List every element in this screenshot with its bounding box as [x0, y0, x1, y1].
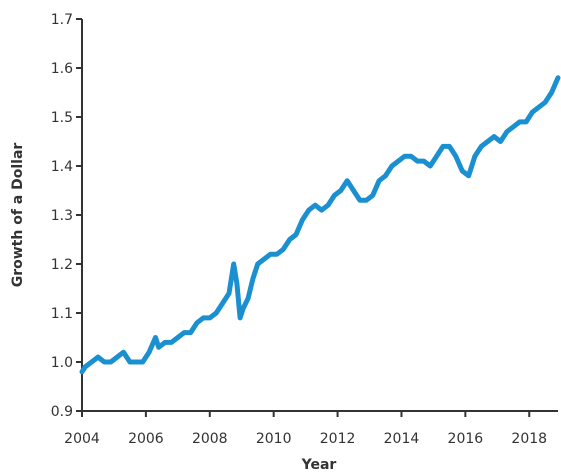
y-tick-label: 1.5 [51, 110, 73, 126]
axes [81, 19, 558, 412]
series-line [79, 75, 561, 375]
y-ticks: 0.9 1.0 1.1 1.2 1.3 1.4 1.5 1.6 1.7 [51, 12, 82, 420]
x-tick-label: 2008 [192, 431, 228, 447]
y-tick-label: 1.7 [51, 12, 73, 28]
y-tick-label: 1.4 [51, 159, 73, 175]
x-tick-label: 2010 [256, 431, 292, 447]
x-tick-label: 2012 [320, 431, 356, 447]
y-tick-label: 1.2 [51, 257, 73, 273]
x-tick-label: 2006 [128, 431, 164, 447]
x-ticks: 2004 2006 2008 2010 2012 2014 2016 2018 [64, 411, 547, 447]
y-axis-title: Growth of a Dollar [10, 143, 26, 288]
x-axis-title: Year [301, 457, 337, 473]
y-tick-label: 1.6 [51, 61, 73, 77]
y-tick-label: 1.1 [51, 306, 73, 322]
y-tick-label: 1.3 [51, 208, 73, 224]
x-tick-label: 2004 [64, 431, 100, 447]
x-tick-label: 2016 [448, 431, 484, 447]
x-tick-label: 2018 [511, 431, 547, 447]
x-tick-label: 2014 [384, 431, 420, 447]
y-tick-label: 1.0 [51, 355, 73, 371]
y-tick-label: 0.9 [51, 404, 73, 420]
